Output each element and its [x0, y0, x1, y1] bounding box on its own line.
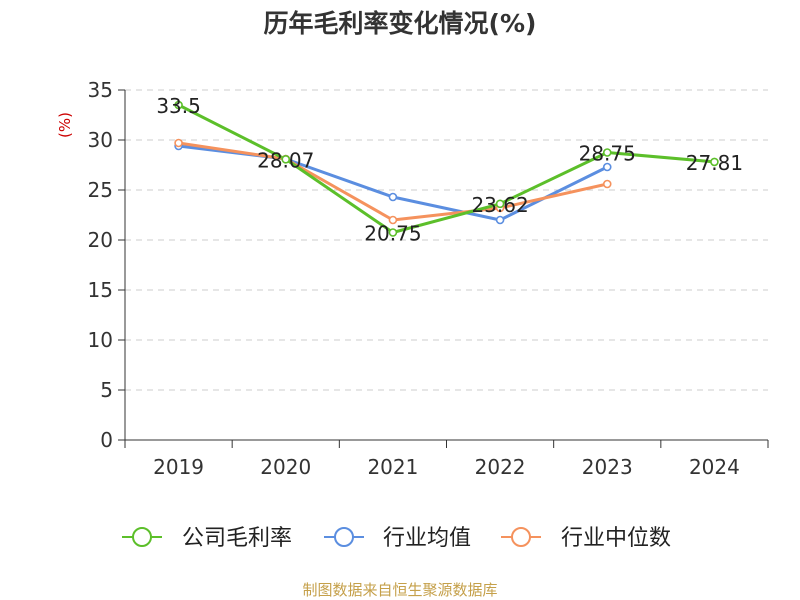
y-tick-label: 30 [88, 128, 113, 152]
data-label: 23.62 [471, 193, 528, 217]
x-tick-label: 2022 [475, 455, 526, 479]
x-tick-label: 2024 [689, 455, 740, 479]
data-point [281, 155, 291, 164]
data-point [495, 199, 505, 209]
data-label: 28.75 [579, 142, 636, 166]
legend-marker [511, 527, 531, 547]
data-point [710, 157, 719, 167]
data-point [388, 192, 398, 202]
data-point [174, 138, 183, 148]
y-tick-label: 35 [88, 78, 113, 102]
legend-label: 公司毛利率 [182, 526, 292, 551]
source-note: 制图数据来自恒生聚源数据库 [302, 581, 498, 599]
legend-label: 行业均值 [383, 526, 471, 551]
data-point [388, 215, 398, 225]
data-point [174, 100, 183, 110]
y-tick-label: 15 [88, 278, 113, 302]
data-label: 33.5 [156, 94, 201, 118]
data-label: 28.07 [257, 148, 314, 172]
y-tick-label: 25 [88, 178, 113, 202]
x-tick-label: 2021 [367, 455, 418, 479]
y-axis-title: (%) [56, 112, 74, 138]
y-tick-label: 20 [88, 228, 113, 252]
series-line [177, 103, 716, 234]
data-label: 27.81 [686, 151, 743, 175]
data-point [602, 162, 612, 172]
legend-label: 行业中位数 [561, 526, 671, 551]
y-tick-label: 10 [88, 328, 113, 352]
y-tick-label: 5 [100, 378, 113, 402]
data-point [602, 148, 612, 157]
legend-marker [334, 527, 354, 547]
data-point [495, 215, 505, 225]
chart-title: 历年毛利率变化情况(%) [263, 9, 537, 38]
data-point [602, 179, 612, 189]
x-tick-label: 2019 [153, 455, 204, 479]
y-tick-label: 0 [100, 428, 113, 452]
data-point [388, 228, 398, 237]
x-tick-label: 2023 [582, 455, 633, 479]
legend-marker [132, 527, 152, 547]
data-label: 20.75 [364, 222, 421, 246]
x-tick-label: 2020 [260, 455, 311, 479]
